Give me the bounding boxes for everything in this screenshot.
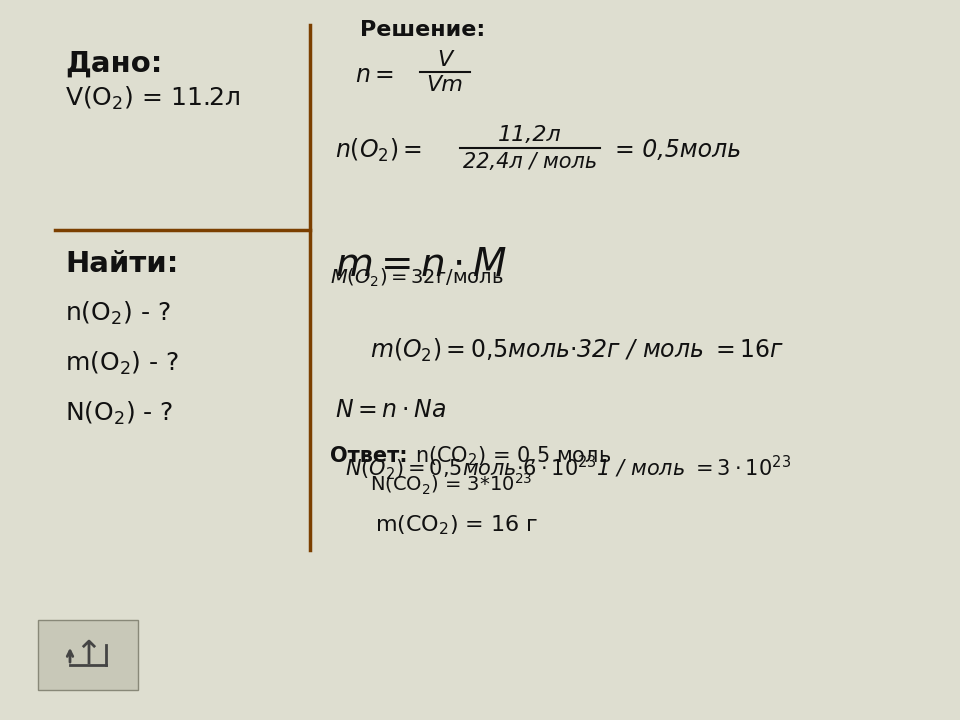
Text: m(O$_2$) - ?: m(O$_2$) - ?	[65, 350, 179, 377]
Text: V(O$_2$) = 11.2л: V(O$_2$) = 11.2л	[65, 85, 240, 112]
Text: Найти:: Найти:	[65, 250, 179, 278]
Text: Дано:: Дано:	[65, 50, 162, 78]
Text: Vm: Vm	[426, 75, 464, 95]
Text: $m(O_2) = 0{,}5$моль$\cdot$32г / моль $= 16$г: $m(O_2) = 0{,}5$моль$\cdot$32г / моль $=…	[370, 336, 784, 364]
Text: $N = n \cdot Na$: $N = n \cdot Na$	[335, 398, 446, 422]
Text: n(O$_2$) - ?: n(O$_2$) - ?	[65, 300, 171, 327]
Text: $m = n \cdot M$: $m = n \cdot M$	[335, 246, 507, 284]
Text: = 0,5моль: = 0,5моль	[615, 138, 741, 162]
Text: m(CO$_2$) = 16 г: m(CO$_2$) = 16 г	[375, 513, 539, 537]
Text: $M(O_2) = 32$г/моль: $M(O_2) = 32$г/моль	[330, 267, 504, 289]
Text: $n(O_2) =$: $n(O_2) =$	[335, 136, 422, 163]
Text: 11,2л: 11,2л	[498, 125, 562, 145]
Text: N(O$_2$) - ?: N(O$_2$) - ?	[65, 400, 174, 427]
Text: V: V	[438, 50, 452, 70]
Text: Ответ:: Ответ:	[330, 446, 408, 466]
FancyBboxPatch shape	[38, 620, 138, 690]
Text: $n =$: $n =$	[355, 63, 394, 87]
Text: Решение:: Решение:	[360, 20, 485, 40]
Text: ↑: ↑	[74, 639, 102, 672]
Text: n(CO$_2$) = 0,5 моль: n(CO$_2$) = 0,5 моль	[415, 444, 612, 468]
Text: N(CO$_2$) = 3*10$^{23}$: N(CO$_2$) = 3*10$^{23}$	[370, 472, 533, 497]
Text: 22,4л / моль: 22,4л / моль	[463, 152, 597, 172]
Text: $N(O_2) = 0{,}5$моль$\cdot 6 \cdot 10^{23}$1 / моль $= 3 \cdot 10^{23}$: $N(O_2) = 0{,}5$моль$\cdot 6 \cdot 10^{2…	[345, 454, 791, 482]
